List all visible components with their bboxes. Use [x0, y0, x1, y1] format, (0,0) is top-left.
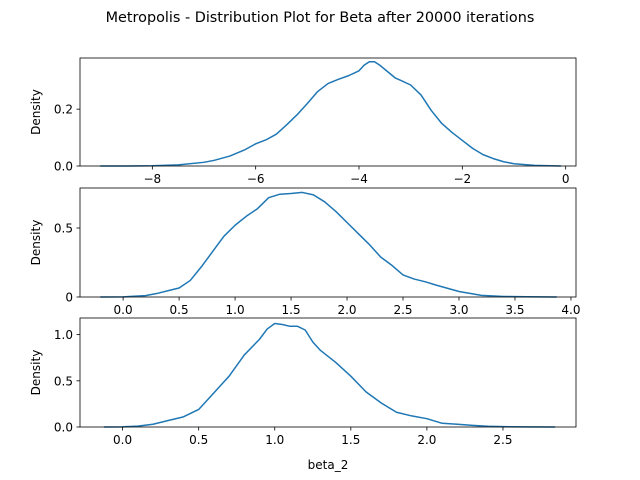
kde-panel-3: 0.0 0.5 1.0 1.5 2.0 2.5 0.0 0.5 1.0 Density beta_2 [29, 317, 577, 472]
plot-frame [79, 57, 577, 167]
panels: −8 −6 −4 −2 0 0.0 0.2 Density 0.0 0.5 1.0 1.5 2.0 2.5… [29, 57, 581, 472]
kde-curve-3 [103, 322, 556, 428]
kde-curve-1 [99, 60, 562, 167]
x-tick-label: 2.5 [493, 433, 512, 447]
figure-title: Metropolis - Distribution Plot for Beta … [106, 10, 535, 26]
x-tick-label: −6 [247, 172, 265, 186]
x-tick-label: 0.5 [170, 303, 189, 317]
x-tick-label: 2.0 [417, 433, 436, 447]
y-axis-label: Density [29, 350, 43, 396]
y-tick-label: 0 [65, 291, 73, 305]
x-tick-label: 3.0 [449, 303, 468, 317]
x-tick-label: 4.0 [561, 303, 580, 317]
x-tick-label: 2.5 [393, 303, 412, 317]
plot-frame [79, 187, 577, 298]
y-tick-label: 0.5 [54, 222, 73, 236]
y-tick-label: 1.0 [54, 328, 73, 342]
kde-panel-2: 0.0 0.5 1.0 1.5 2.0 2.5 3.0 3.5 4.0 0 0.5 Density [29, 187, 581, 317]
x-tick-label: 0 [562, 172, 570, 186]
y-axis-label: Density [29, 220, 43, 266]
x-tick-label: 0.0 [113, 433, 132, 447]
y-tick-label: 0.2 [54, 103, 73, 117]
y-tick-label: 0.0 [54, 160, 73, 174]
y-tick-label: 0.0 [54, 421, 73, 435]
x-tick-label: −2 [453, 172, 471, 186]
kde-panel-1: −8 −6 −4 −2 0 0.0 0.2 Density [29, 57, 577, 186]
x-axis-label: beta_2 [308, 458, 349, 472]
x-tick-label: 0.5 [189, 433, 208, 447]
x-tick-label: −4 [350, 172, 368, 186]
x-tick-label: 1.0 [265, 433, 284, 447]
y-tick-label: 0.5 [54, 374, 73, 388]
y-axis-label: Density [29, 89, 43, 135]
plot-frame [79, 317, 577, 428]
x-tick-label: 0.0 [114, 303, 133, 317]
x-tick-label: 1.5 [341, 433, 360, 447]
x-tick-label: 1.0 [226, 303, 245, 317]
x-tick-label: −8 [143, 172, 161, 186]
kde-curve-2 [99, 191, 558, 298]
x-tick-label: 2.0 [337, 303, 356, 317]
x-tick-label: 1.5 [282, 303, 301, 317]
x-tick-label: 3.5 [505, 303, 524, 317]
